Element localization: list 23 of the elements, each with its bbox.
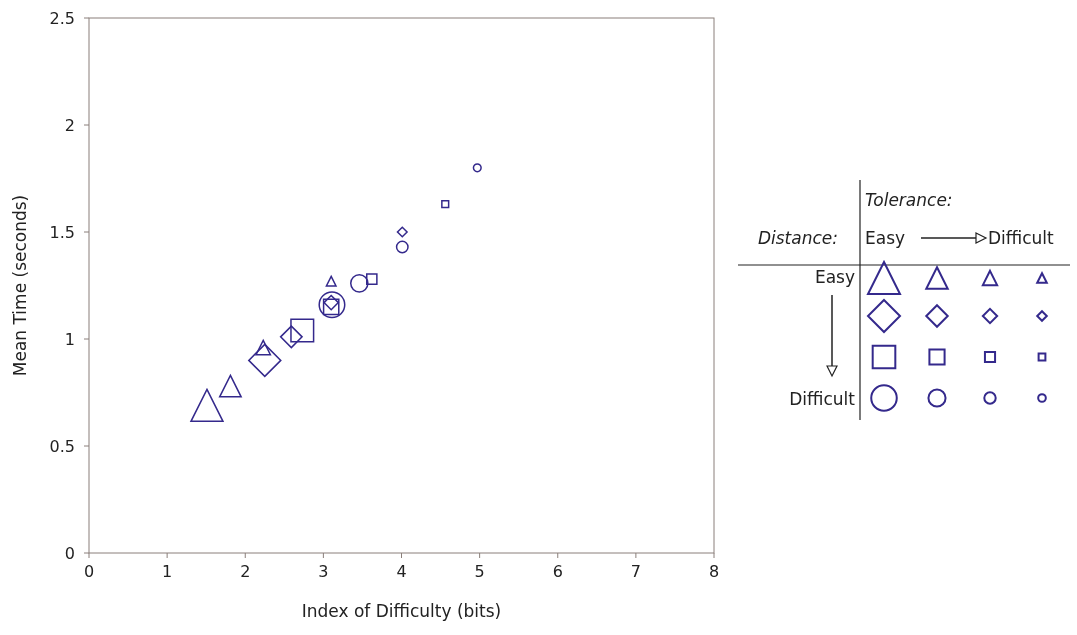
text: Difficult bbox=[988, 228, 1055, 248]
y-tick-label: 2 bbox=[64, 116, 75, 135]
x-tick-label: 6 bbox=[552, 562, 563, 581]
y-tick-label: 2.5 bbox=[49, 9, 75, 28]
x-tick-label: 2 bbox=[240, 562, 251, 581]
y-tick-label: 0.5 bbox=[49, 437, 75, 456]
text: Distance: bbox=[757, 228, 838, 248]
y-tick-label: 1.5 bbox=[49, 223, 75, 242]
y-tick-label: 0 bbox=[64, 544, 75, 563]
text: Difficult bbox=[789, 389, 856, 409]
x-tick-label: 0 bbox=[83, 562, 95, 581]
x-tick-label: 5 bbox=[474, 562, 485, 581]
y-axis-title: Mean Time (seconds) bbox=[10, 194, 30, 377]
x-axis-title: Index of Difficulty (bits) bbox=[301, 601, 502, 621]
x-tick-label: 4 bbox=[396, 562, 407, 581]
text: Easy bbox=[865, 228, 906, 248]
y-tick-label: 1 bbox=[64, 330, 75, 349]
text: Tolerance: bbox=[865, 190, 953, 210]
x-tick-label: 7 bbox=[630, 562, 641, 581]
x-tick-label: 8 bbox=[708, 562, 720, 581]
x-tick-label: 1 bbox=[162, 562, 173, 581]
text: Easy bbox=[814, 267, 855, 287]
x-tick-label: 3 bbox=[318, 562, 329, 581]
